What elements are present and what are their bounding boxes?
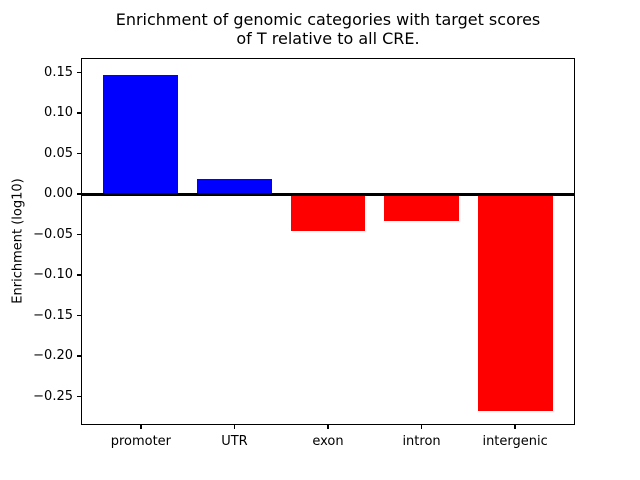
- y-tick-label: −0.25: [33, 388, 73, 404]
- y-tick-mark: [77, 274, 81, 276]
- y-tick-label: 0.05: [44, 145, 73, 161]
- y-tick-mark: [77, 112, 81, 114]
- bar-intergenic: [477, 194, 553, 412]
- chart-title-line1: Enrichment of genomic categories with ta…: [115, 10, 541, 29]
- x-tick-label-UTR: UTR: [221, 434, 248, 449]
- x-tick-label-intergenic: intergenic: [482, 434, 548, 449]
- y-tick-mark: [77, 355, 81, 357]
- bar-UTR: [197, 178, 272, 195]
- x-tick-mark: [327, 425, 329, 429]
- x-tick-mark: [514, 425, 516, 429]
- chart-title: Enrichment of genomic categories with ta…: [81, 10, 575, 48]
- y-tick-mark: [77, 233, 81, 236]
- y-tick-label: −0.05: [33, 226, 73, 242]
- y-tick-label: 0.10: [44, 105, 73, 121]
- x-tick-mark: [233, 425, 236, 429]
- y-tick-mark: [77, 395, 81, 398]
- y-tick-mark: [77, 314, 81, 317]
- y-tick-mark: [77, 152, 81, 155]
- bar-intron: [384, 194, 459, 221]
- x-tick-label-promoter: promoter: [110, 434, 172, 449]
- zero-line: [81, 192, 575, 196]
- y-tick-mark: [77, 71, 81, 74]
- y-tick-label: −0.10: [33, 267, 73, 283]
- chart-title-line2: of T relative to all CRE.: [236, 28, 420, 48]
- x-tick-mark: [420, 425, 423, 429]
- bar-promoter: [103, 75, 179, 195]
- x-tick-label-intron: intron: [402, 434, 441, 449]
- y-tick-mark: [77, 193, 81, 195]
- x-tick-mark: [140, 425, 142, 429]
- bar-exon: [290, 194, 366, 232]
- x-tick-label-exon: exon: [312, 434, 344, 449]
- y-tick-label: 0.15: [44, 64, 73, 80]
- y-tick-label: −0.20: [33, 348, 73, 364]
- y-tick-label: −0.15: [33, 307, 73, 323]
- y-tick-label: 0.00: [44, 186, 73, 202]
